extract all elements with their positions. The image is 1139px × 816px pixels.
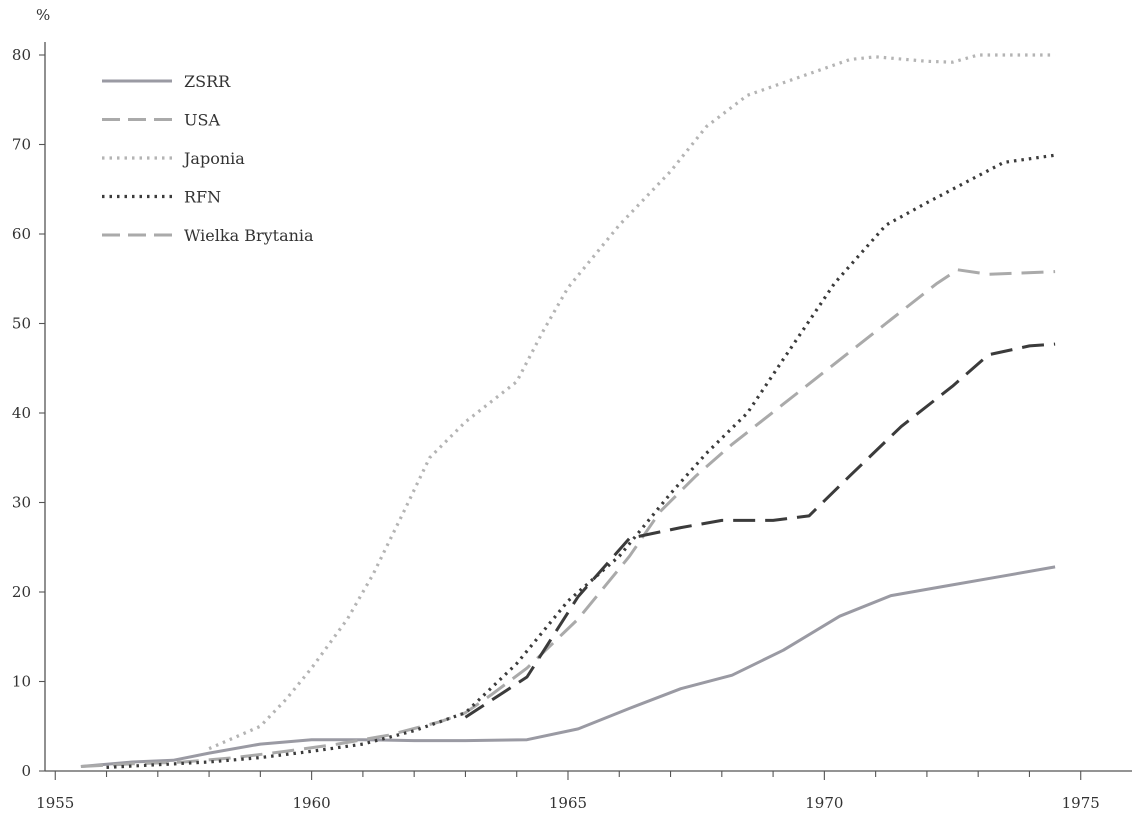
y-tick-label: 30 <box>12 494 31 512</box>
y-tick-label: 10 <box>12 673 31 691</box>
x-tick-label: 1965 <box>549 794 587 812</box>
legend-label: USA <box>184 111 220 130</box>
series-line-usa <box>80 268 1056 768</box>
x-tick-label: 1960 <box>293 794 331 812</box>
y-tick-label: 40 <box>12 404 31 422</box>
y-tick-label: 0 <box>21 762 31 780</box>
legend: ZSRR USA Japonia RFN Wielka Brytania <box>102 72 314 245</box>
y-tick-label: 70 <box>12 136 31 154</box>
y-tick-label: 80 <box>12 46 31 64</box>
y-tick-label: 60 <box>12 225 31 243</box>
legend-label: Japonia <box>182 149 245 168</box>
legend-label: RFN <box>184 188 221 207</box>
series-layer <box>80 53 1056 769</box>
legend-label: Wielka Brytania <box>184 226 314 245</box>
legend-label: ZSRR <box>184 72 231 91</box>
y-tick-label: 20 <box>12 583 31 601</box>
series-line-rfn <box>106 153 1056 769</box>
axes: 0 10 20 30 40 50 60 70 80 1955 1960 1965 1970 1975 <box>12 42 1132 812</box>
x-tick-label: 1975 <box>1062 794 1100 812</box>
y-axis-unit-label: % <box>36 6 50 24</box>
series-line-zsrr <box>80 565 1056 768</box>
x-tick-label: 1955 <box>36 794 74 812</box>
series-line-japonia <box>208 53 1056 751</box>
y-tick-label: 50 <box>12 315 31 333</box>
series-line-wielka-brytania <box>464 342 1056 719</box>
x-tick-label: 1970 <box>805 794 843 812</box>
